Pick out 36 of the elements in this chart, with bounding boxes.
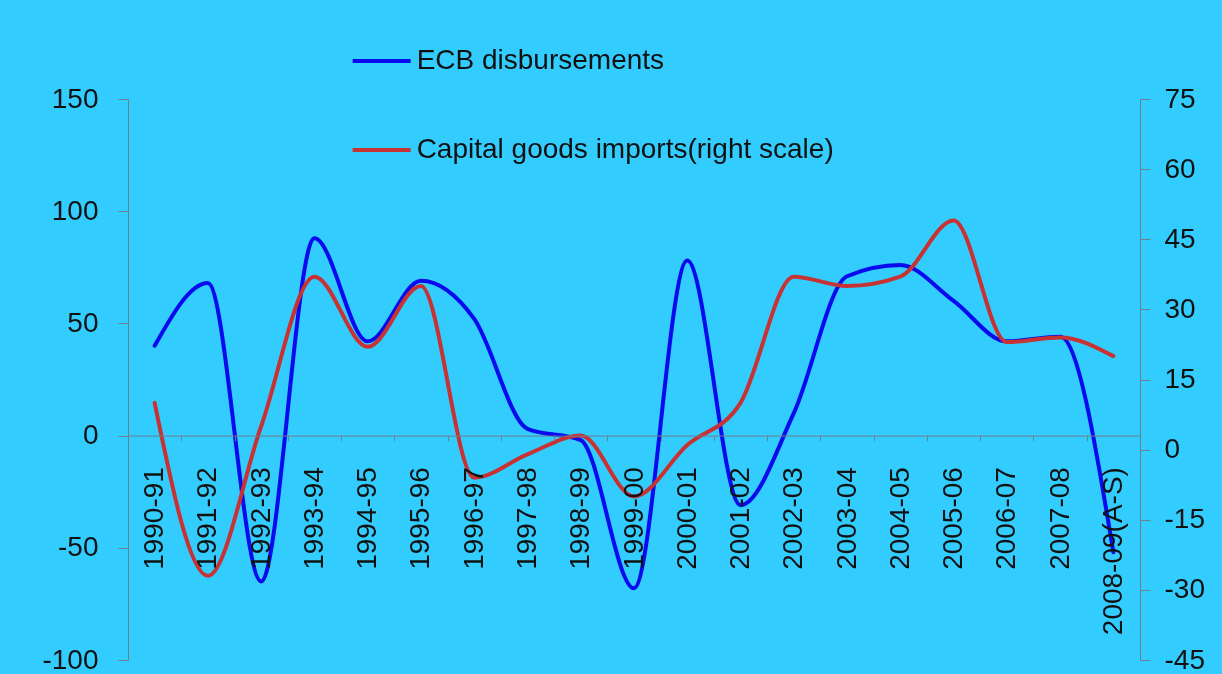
x-tick-label: 2005-06: [937, 467, 969, 570]
x-tick-label: 1991-92: [191, 467, 223, 570]
y2-tick-label: -30: [1164, 573, 1205, 605]
legend-label: ECB disbursements: [416, 44, 665, 75]
x-tick-label: 2003-04: [830, 467, 862, 570]
x-tick-label: 2004-05: [883, 467, 915, 570]
x-tick-label: 1993-94: [297, 467, 329, 570]
legend-label: Capital goods imports(right scale): [416, 133, 834, 164]
y-tick-label: 0: [82, 419, 99, 451]
x-tick-label: 2007-08: [1043, 467, 1075, 570]
x-tick-label: 2006-07: [990, 467, 1022, 570]
x-tick-label: 2008-09(A-S): [1096, 467, 1128, 636]
y2-tick-label: 0: [1164, 433, 1181, 465]
y-tick-label: -100: [42, 643, 99, 674]
y-tick-label: -50: [58, 531, 99, 563]
x-tick-label: 1992-93: [244, 467, 276, 570]
x-tick-label: 1994-95: [351, 467, 383, 570]
x-tick-label: 2002-03: [777, 467, 809, 570]
x-tick-label: 1995-96: [404, 467, 436, 570]
y-tick-label: 100: [51, 194, 99, 226]
y-tick-label: 50: [67, 306, 99, 338]
y2-tick-label: 15: [1164, 363, 1196, 394]
y2-tick-label: 75: [1164, 82, 1196, 114]
y2-tick-label: 60: [1164, 152, 1196, 184]
x-tick-label: 1996-97: [457, 467, 489, 570]
y2-tick-label: 45: [1164, 222, 1196, 254]
x-tick-label: 2001-02: [724, 467, 756, 570]
x-tick-label: 1998-99: [564, 467, 596, 570]
x-tick-label: 1999-00: [617, 467, 649, 570]
y2-tick-label: -15: [1164, 503, 1205, 535]
y-tick-label: 150: [51, 82, 99, 114]
x-tick-label: 2000-01: [670, 467, 702, 570]
y2-tick-label: -45: [1164, 643, 1205, 674]
x-tick-label: 1997-98: [510, 467, 542, 570]
y2-tick-label: 30: [1164, 292, 1196, 324]
x-tick-label: 1990-91: [138, 467, 170, 570]
